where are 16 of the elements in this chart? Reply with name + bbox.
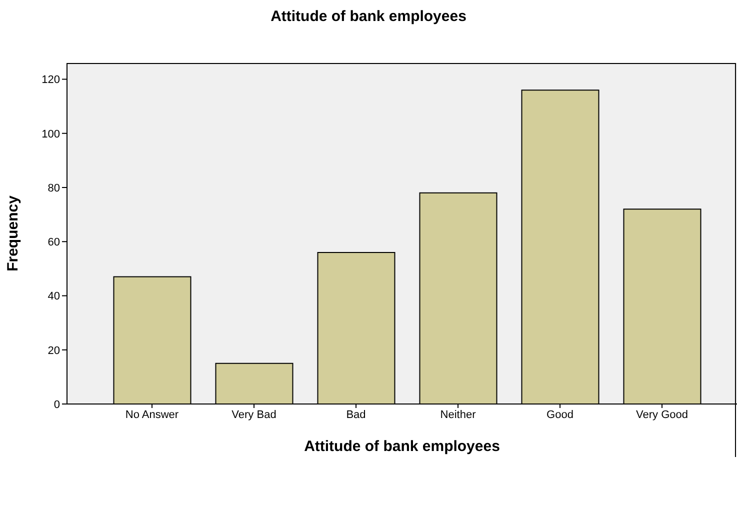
y-tick-label: 0 [54,398,60,411]
x-tick-label: Very Bad [232,408,276,421]
chart-title: Attitude of bank employees [270,8,468,25]
y-tick-label: 40 [48,290,60,303]
x-axis-title: Attitude of bank employees [304,438,500,455]
y-tick-label: 60 [48,236,60,249]
x-tick-label: No Answer [125,408,179,421]
x-tick-label: Bad [346,408,366,421]
x-tick-label: Very Good [636,408,688,421]
x-tick-label: Good [546,408,574,421]
y-tick-label: 100 [42,128,60,140]
y-tick-label: 120 [42,74,60,86]
x-tick-label: Neither [440,408,476,421]
y-tick-label: 80 [48,182,60,194]
y-tick-label: 20 [48,344,60,357]
y-axis-title: Frequency [4,194,22,272]
